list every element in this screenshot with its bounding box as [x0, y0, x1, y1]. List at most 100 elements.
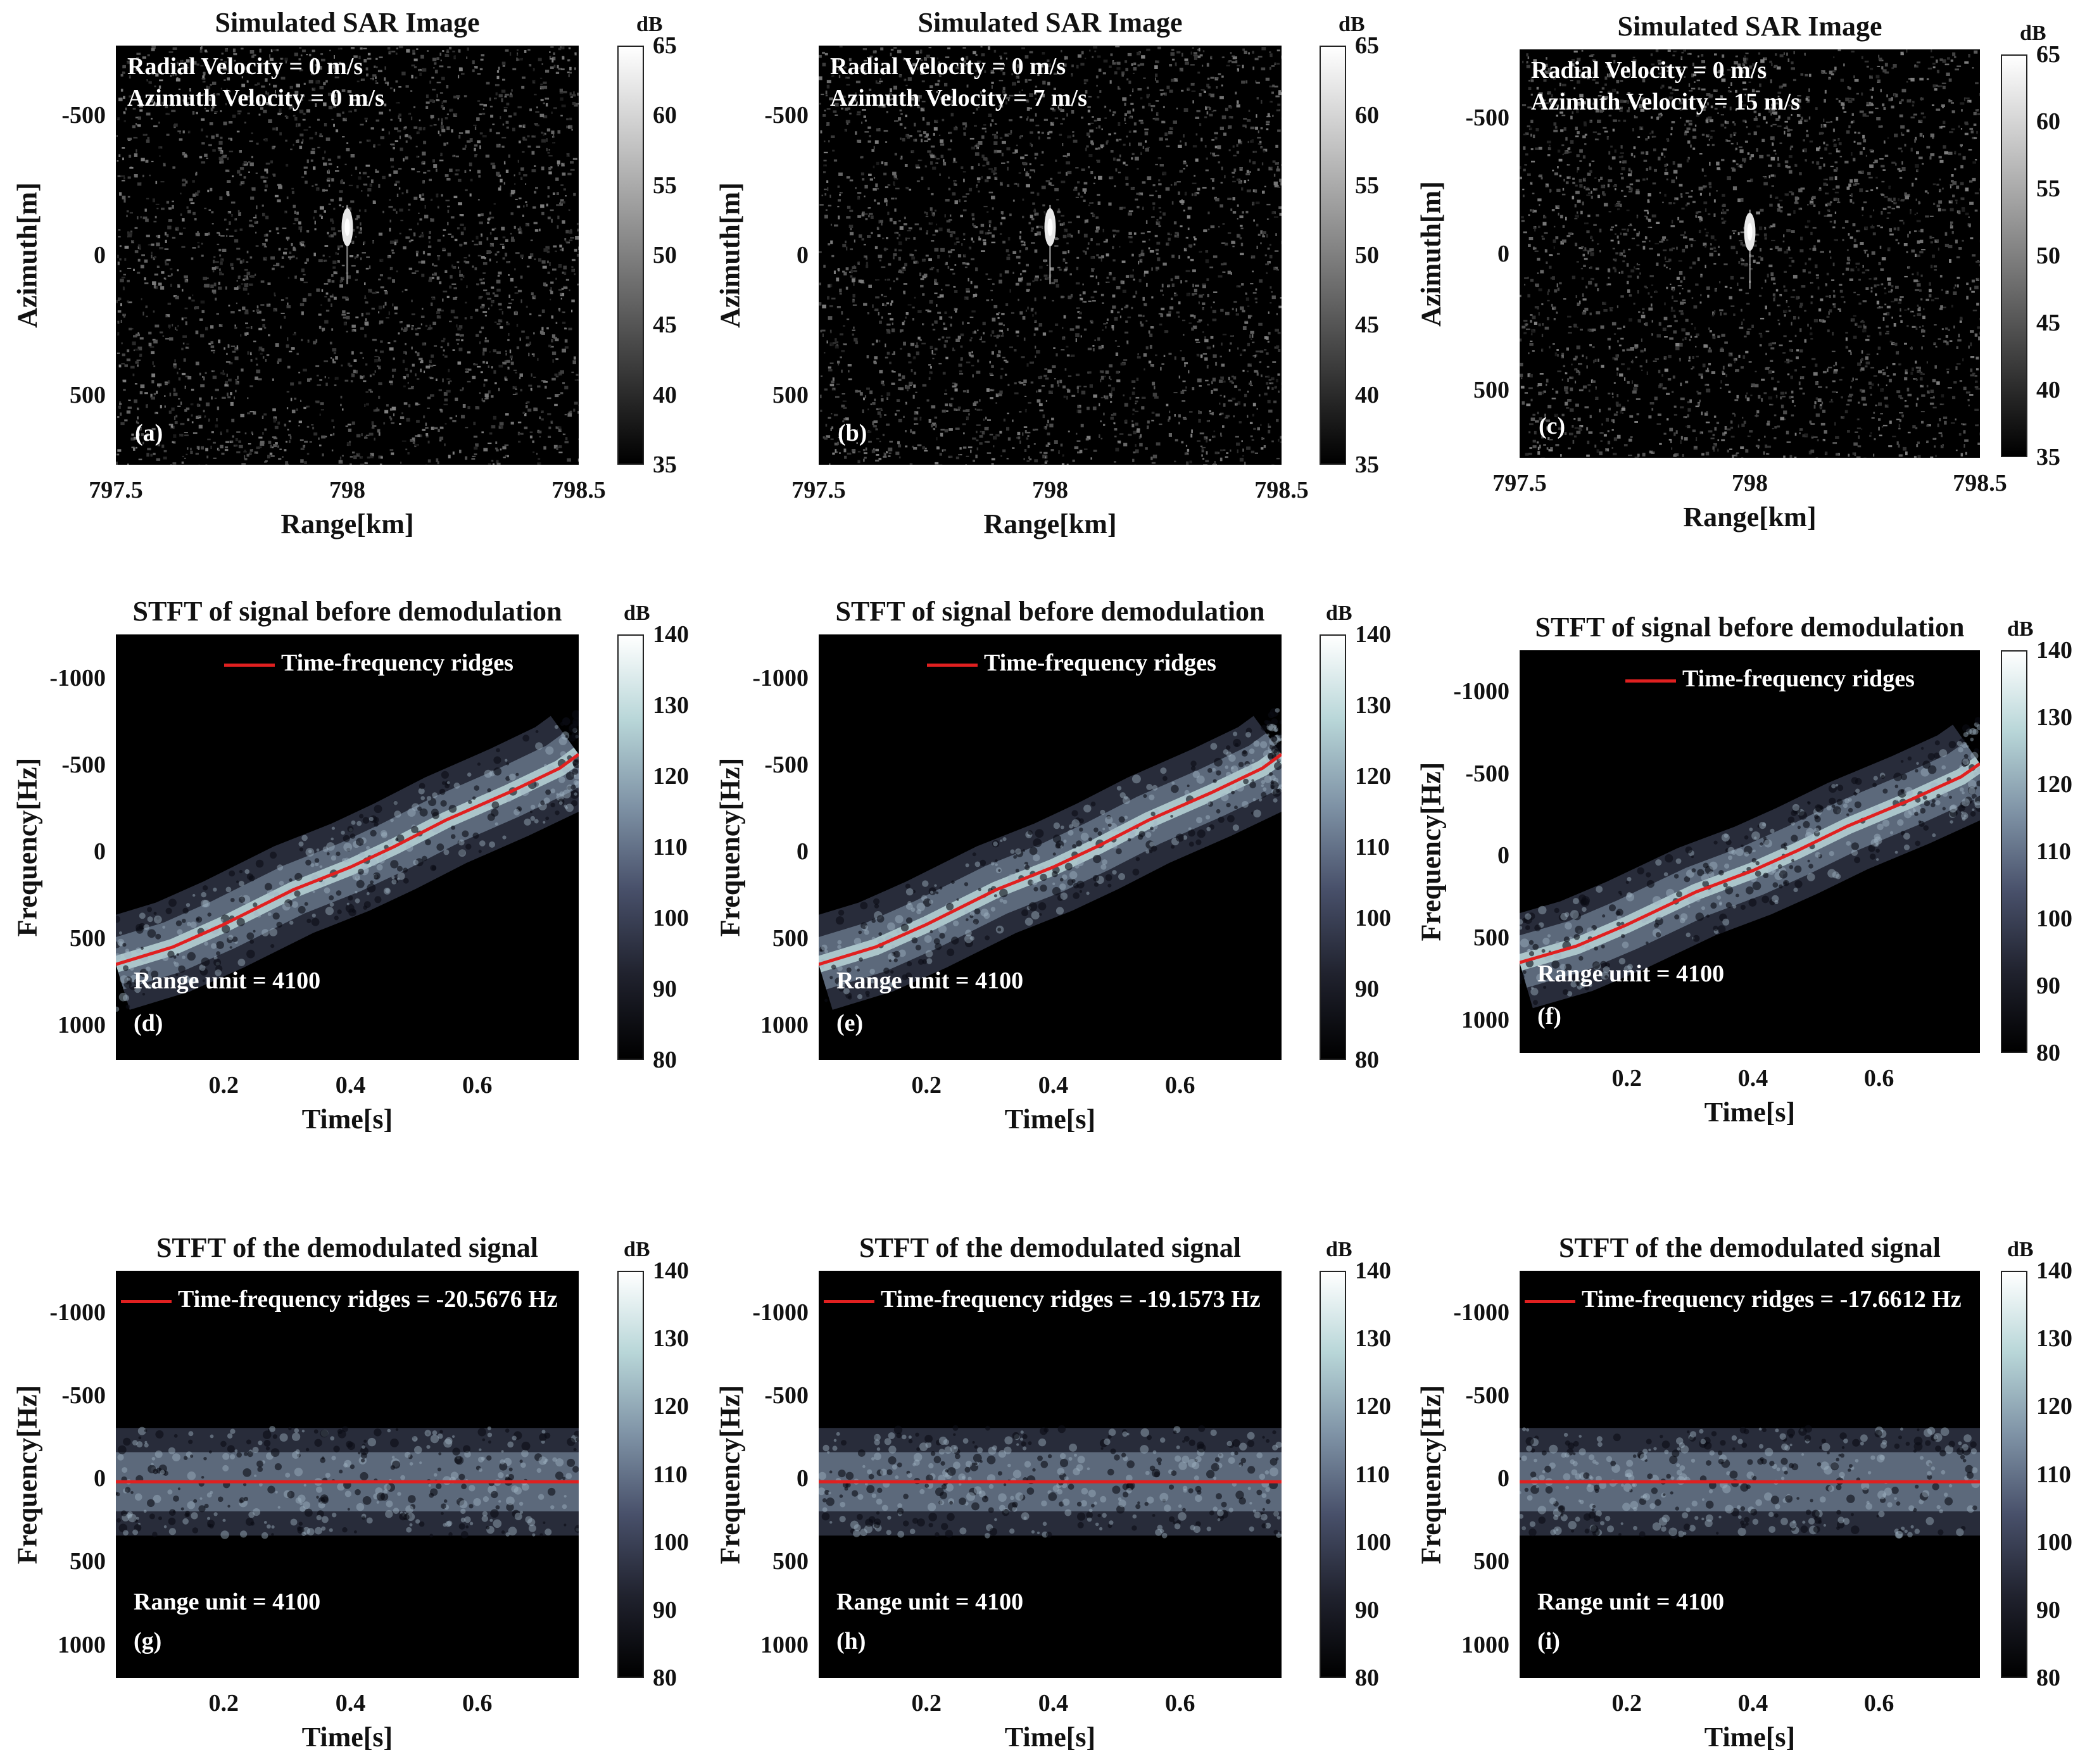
- chart-title: STFT of signal before demodulation: [835, 596, 1265, 627]
- y-tick-label: 500: [1473, 924, 1509, 952]
- colorbar-tick-label: 80: [2036, 1040, 2060, 1066]
- plot-svg: [819, 46, 1282, 465]
- ridge-line: [819, 753, 1282, 966]
- colorbar-tick-label: 100: [653, 1528, 689, 1556]
- y-tick-label: -500: [764, 751, 809, 778]
- colorbar-tick-label: 140: [2036, 637, 2072, 664]
- y-tick-label: -500: [61, 102, 106, 129]
- x-tick-label: 0.2: [208, 1690, 239, 1717]
- y-tick-label: -500: [1465, 760, 1509, 787]
- y-tick-label: 0: [94, 838, 106, 865]
- y-tick-label: 1000: [1461, 1007, 1509, 1034]
- x-tick-label: 0.6: [1863, 1065, 1894, 1092]
- legend: Time-frequency ridges = -19.1573 Hz: [824, 1283, 1261, 1315]
- y-tick-label: 500: [70, 1548, 106, 1575]
- panel-label: (f): [1537, 1003, 1561, 1030]
- colorbar-tick-label: 40: [653, 381, 677, 408]
- legend-label: Time-frequency ridges = -20.5676 Hz: [178, 1286, 558, 1313]
- chart-title: STFT of the demodulated signal: [156, 1232, 539, 1263]
- x-tick-label: 0.6: [462, 1072, 493, 1099]
- y-tick-label: 500: [772, 1548, 809, 1575]
- y-tick-label: 0: [94, 1465, 106, 1492]
- chart-title: STFT of the demodulated signal: [859, 1232, 1242, 1263]
- band-texture: [1520, 1425, 1980, 1539]
- colorbar-tick-label: 55: [653, 172, 677, 199]
- colorbar-tick-label: 120: [653, 1393, 689, 1420]
- plot-svg: [819, 1425, 1282, 1539]
- y-tick-label: 500: [70, 925, 106, 952]
- colorbar-tick-label: 90: [2036, 973, 2060, 999]
- x-tick-label: 798: [1732, 470, 1768, 496]
- y-tick-label: -1000: [49, 1299, 106, 1326]
- colorbar-tick-label: 50: [1355, 242, 1379, 268]
- colorbar-tick-label: 45: [1355, 312, 1379, 339]
- y-tick-label: 1000: [58, 1631, 106, 1658]
- x-tick-label: 0.4: [335, 1072, 366, 1099]
- legend-label: Time-frequency ridges: [984, 650, 1216, 676]
- x-axis-label: Time[s]: [1004, 1104, 1096, 1135]
- x-axis-label: Time[s]: [1004, 1722, 1096, 1753]
- colorbar-tick-label: 60: [1355, 102, 1379, 129]
- colorbar-tick-label: 120: [653, 763, 689, 790]
- y-tick-label: 500: [1473, 376, 1509, 403]
- colorbar-tick-label: 60: [2036, 108, 2060, 135]
- y-tick-label: -500: [61, 1382, 106, 1409]
- legend: Time-frequency ridges = -17.6612 Hz: [1525, 1283, 1962, 1315]
- speckle-noise: [1520, 49, 1980, 458]
- x-axis-label: Time[s]: [1704, 1722, 1796, 1753]
- colorbar: [1320, 1271, 1346, 1678]
- colorbar-tick-label: 110: [653, 834, 688, 860]
- x-tick-label: 798.5: [1254, 477, 1309, 503]
- colorbar-tick-label: 40: [1355, 381, 1379, 408]
- legend: Time-frequency ridges: [1625, 663, 1915, 695]
- colorbar-tick-label: 65: [653, 32, 677, 59]
- plot-area: [819, 634, 1282, 1060]
- colorbar: [2001, 54, 2027, 457]
- panel-label: (i): [1537, 1628, 1560, 1654]
- y-axis-label: Azimuth[m]: [11, 182, 43, 328]
- y-tick-label: -500: [1465, 104, 1509, 131]
- panel-label: (d): [134, 1010, 163, 1036]
- y-tick-label: 0: [1497, 842, 1509, 869]
- radial-velocity-text: Radial Velocity = 0 m/s: [1531, 57, 1767, 84]
- panel-label: (a): [135, 420, 163, 446]
- plot-svg: [116, 1426, 579, 1539]
- plot-svg: [1520, 717, 1980, 1009]
- legend-label: Time-frequency ridges: [1682, 665, 1915, 692]
- x-tick-label: 0.2: [1611, 1065, 1642, 1092]
- legend: Time-frequency ridges: [927, 647, 1216, 679]
- panel-label: (b): [838, 420, 867, 446]
- range-unit-text: Range unit = 4100: [1537, 1589, 1725, 1615]
- x-tick-label: 0.4: [335, 1690, 366, 1717]
- colorbar-tick-label: 130: [1355, 1325, 1391, 1352]
- panel-label: (c): [1539, 413, 1566, 439]
- plot-area: [819, 46, 1282, 465]
- colorbar-unit: dB: [2007, 1238, 2034, 1261]
- colorbar-unit: dB: [2020, 22, 2046, 45]
- y-axis-label: Frequency[Hz]: [714, 1385, 746, 1564]
- y-tick-label: 0: [1497, 1465, 1509, 1492]
- plot-svg: [1520, 1425, 1980, 1539]
- y-tick-label: 500: [772, 381, 809, 408]
- y-tick-label: -1000: [752, 664, 809, 691]
- y-tick-label: 1000: [760, 1012, 809, 1039]
- legend-swatch: [1525, 1299, 1575, 1303]
- x-tick-label: 797.5: [89, 477, 143, 503]
- colorbar-tick-label: 130: [2036, 1325, 2072, 1352]
- x-tick-label: 797.5: [791, 477, 846, 503]
- colorbar-tick-label: 140: [653, 621, 689, 648]
- colorbar-unit: dB: [624, 602, 650, 625]
- colorbar-tick-label: 80: [1355, 1047, 1379, 1073]
- colorbar: [1320, 46, 1346, 465]
- band-texture: [116, 710, 579, 1012]
- colorbar-unit: dB: [2007, 617, 2034, 641]
- y-axis-label: Frequency[Hz]: [1415, 762, 1447, 942]
- x-tick-label: 0.6: [462, 1690, 493, 1717]
- plot-svg: [116, 710, 579, 1012]
- legend-label: Time-frequency ridges: [281, 650, 514, 676]
- range-unit-text: Range unit = 4100: [134, 1589, 321, 1615]
- colorbar-tick-label: 100: [1355, 1528, 1391, 1556]
- colorbar-tick-label: 100: [2036, 905, 2072, 932]
- colorbar-tick-label: 110: [653, 1461, 688, 1488]
- y-axis-label: Frequency[Hz]: [11, 757, 43, 937]
